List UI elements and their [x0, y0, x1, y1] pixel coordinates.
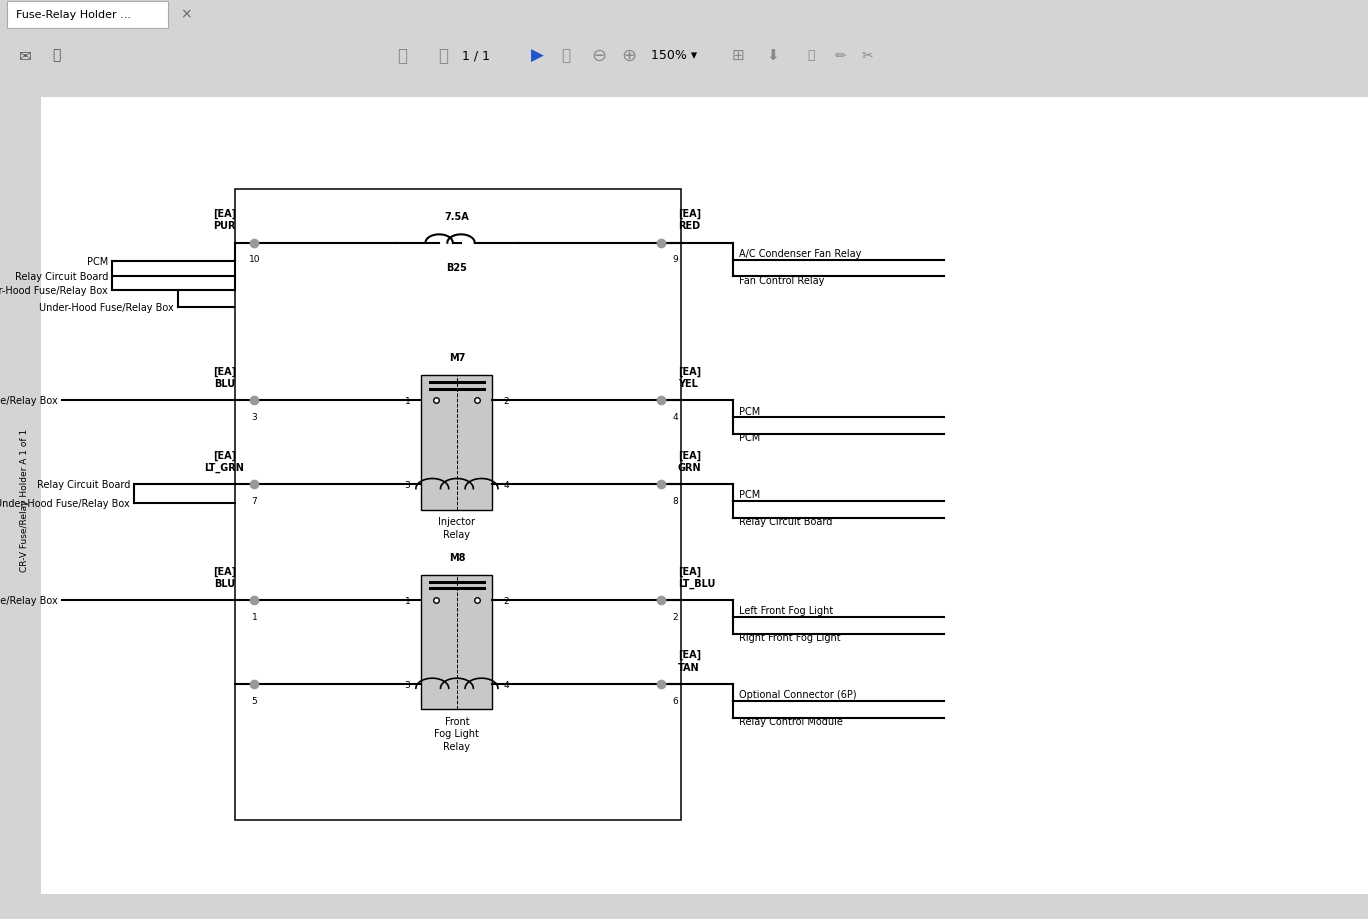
Text: [EA]: [EA] — [213, 209, 235, 219]
Text: Under-Hood Fuse/Relay Box: Under-Hood Fuse/Relay Box — [0, 498, 130, 508]
Text: [EA]: [EA] — [679, 367, 700, 377]
Text: Relay Control Module: Relay Control Module — [739, 716, 843, 726]
Text: 7.5A: 7.5A — [445, 212, 469, 222]
Text: A/C Condenser Fan Relay: A/C Condenser Fan Relay — [739, 248, 862, 258]
Text: 4: 4 — [672, 413, 679, 422]
Text: ✏: ✏ — [834, 49, 845, 62]
Text: ⊕: ⊕ — [621, 47, 636, 64]
Text: ⓪: ⓪ — [438, 47, 447, 64]
Bar — [235, 190, 681, 820]
Text: ▶: ▶ — [531, 47, 543, 64]
Text: PCM: PCM — [739, 406, 761, 416]
Text: ⊖: ⊖ — [591, 47, 606, 64]
Text: 💬: 💬 — [807, 49, 814, 62]
Text: 150% ▾: 150% ▾ — [651, 49, 698, 62]
Text: 1: 1 — [405, 596, 410, 605]
Text: 3: 3 — [405, 680, 410, 689]
Text: Under-Hood Fuse/Relay Box: Under-Hood Fuse/Relay Box — [38, 302, 174, 312]
Text: M7: M7 — [449, 353, 465, 363]
Text: Right Front Fog Light: Right Front Fog Light — [739, 632, 841, 642]
Text: YEL: YEL — [679, 379, 698, 389]
Text: 2: 2 — [672, 612, 679, 621]
Text: BLU: BLU — [213, 578, 235, 588]
Text: [EA]: [EA] — [679, 566, 700, 576]
Text: 5: 5 — [252, 696, 257, 705]
Text: 7: 7 — [252, 496, 257, 505]
Text: 1: 1 — [252, 612, 257, 621]
Text: LT_BLU: LT_BLU — [679, 578, 715, 588]
Text: B25: B25 — [446, 262, 468, 272]
Text: ✉: ✉ — [19, 48, 31, 63]
Text: ⬇: ⬇ — [766, 48, 778, 63]
Text: 4: 4 — [503, 481, 509, 489]
Text: 2: 2 — [503, 596, 509, 605]
Text: LT_GRN: LT_GRN — [204, 462, 245, 473]
Text: PCM: PCM — [739, 490, 761, 500]
Text: BLU: BLU — [213, 379, 235, 389]
Text: TAN: TAN — [679, 662, 699, 672]
Text: [EA]: [EA] — [679, 650, 700, 660]
Text: Fuse-Relay Holder ...: Fuse-Relay Holder ... — [16, 9, 131, 19]
Text: [EA]: [EA] — [679, 450, 700, 460]
Bar — [421, 376, 492, 510]
Text: Relay Circuit Board: Relay Circuit Board — [37, 480, 130, 490]
Text: Under-Hood Fuse/Relay Box: Under-Hood Fuse/Relay Box — [0, 286, 108, 295]
Text: CR-V Fuse/Relay Holder A 1 of 1: CR-V Fuse/Relay Holder A 1 of 1 — [21, 428, 29, 572]
Text: Under-Hood Fuse/Relay Box: Under-Hood Fuse/Relay Box — [0, 596, 57, 606]
Text: ⓪: ⓪ — [397, 47, 406, 64]
Text: 3: 3 — [252, 413, 257, 422]
Text: ✋: ✋ — [561, 48, 570, 63]
Text: ⊞: ⊞ — [732, 48, 744, 63]
Text: PCM: PCM — [739, 433, 761, 443]
Text: ×: × — [181, 7, 192, 21]
Text: 2: 2 — [503, 396, 509, 405]
Text: PUR: PUR — [213, 221, 235, 232]
Text: 🔍: 🔍 — [52, 49, 60, 62]
Text: Injector
Relay: Injector Relay — [438, 516, 476, 539]
Text: 4: 4 — [503, 680, 509, 689]
Text: Relay Circuit Board: Relay Circuit Board — [15, 272, 108, 282]
Text: PCM: PCM — [86, 257, 108, 267]
Text: [EA]: [EA] — [213, 450, 235, 460]
Text: 10: 10 — [249, 255, 260, 264]
Text: [EA]: [EA] — [679, 209, 700, 219]
Text: [EA]: [EA] — [213, 367, 235, 377]
Text: 6: 6 — [672, 696, 679, 705]
Text: 3: 3 — [405, 481, 410, 489]
Text: [EA]: [EA] — [213, 566, 235, 576]
Text: M8: M8 — [449, 552, 465, 562]
Text: 1 / 1: 1 / 1 — [462, 49, 490, 62]
Text: Left Front Fog Light: Left Front Fog Light — [739, 606, 833, 616]
Text: Under-Hood Fuse/Relay Box: Under-Hood Fuse/Relay Box — [0, 396, 57, 406]
FancyBboxPatch shape — [7, 2, 168, 28]
Text: 8: 8 — [672, 496, 679, 505]
Text: 1: 1 — [405, 396, 410, 405]
Bar — [421, 575, 492, 709]
Text: Relay Circuit Board: Relay Circuit Board — [739, 516, 833, 527]
Text: ✂: ✂ — [862, 49, 873, 62]
Text: GRN: GRN — [679, 462, 702, 472]
Text: 9: 9 — [672, 255, 679, 264]
Text: Front
Fog Light
Relay: Front Fog Light Relay — [435, 716, 479, 751]
Text: Fan Control Relay: Fan Control Relay — [739, 276, 825, 285]
Text: RED: RED — [679, 221, 700, 232]
Text: Optional Connector (6P): Optional Connector (6P) — [739, 689, 856, 699]
